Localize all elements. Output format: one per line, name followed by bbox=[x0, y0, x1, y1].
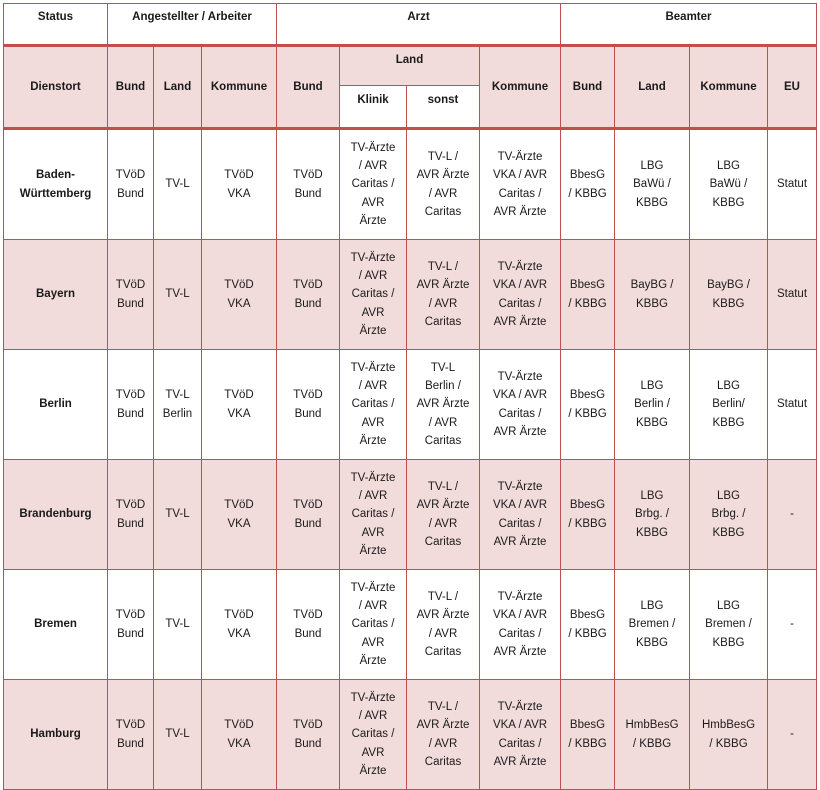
cell-ang-bund: TVöD Bund bbox=[107, 679, 154, 790]
dienstort-cell: Brandenburg bbox=[3, 459, 108, 570]
cell-beamter-bund: BbesG / KBBG bbox=[560, 349, 615, 460]
dienstort-cell: Baden- Württemberg bbox=[3, 127, 108, 240]
cell-arzt-sonst: TV-L / AVR Ärzte / AVR Caritas bbox=[406, 569, 480, 680]
header-status: Status bbox=[3, 3, 108, 47]
cell-ang-land: TV-L bbox=[153, 569, 202, 680]
tarif-table: Status Angestellter / Arbeiter Arzt Beam… bbox=[3, 3, 817, 790]
dienstort-cell: Berlin bbox=[3, 349, 108, 460]
cell-ang-kommune: TVöD VKA bbox=[201, 569, 277, 680]
header-beamter-land: Land bbox=[614, 45, 690, 129]
header-angestellter-kommune: Kommune bbox=[201, 45, 277, 129]
cell-beamter-bund: BbesG / KBBG bbox=[560, 239, 615, 350]
cell-beamter-kommune: LBG Berlin/KBBG bbox=[689, 349, 768, 460]
table-row: Bayern TVöD Bund TV-L TVöD VKA TVöD Bund TV-Ärzt… bbox=[3, 239, 817, 350]
cell-ang-land: TV-L Berlin bbox=[153, 349, 202, 460]
cell-arzt-bund: TVöD Bund bbox=[276, 349, 340, 460]
cell-eu: Statut bbox=[767, 349, 817, 460]
cell-ang-land: TV-L bbox=[153, 239, 202, 350]
header-dienstort: Dienstort bbox=[3, 45, 108, 129]
cell-arzt-sonst: TV-L / AVR Ärzte / AVR Caritas bbox=[406, 239, 480, 350]
cell-beamter-kommune: LBG Bremen / KBBG bbox=[689, 569, 768, 680]
cell-arzt-bund: TVöD Bund bbox=[276, 239, 340, 350]
header-arzt: Arzt bbox=[276, 3, 561, 47]
dienstort-cell: Hamburg bbox=[3, 679, 108, 790]
cell-beamter-land: HmbBesG / KBBG bbox=[614, 679, 690, 790]
cell-beamter-land: LBG Berlin / KBBG bbox=[614, 349, 690, 460]
cell-ang-bund: TVöD Bund bbox=[107, 569, 154, 680]
cell-ang-kommune: TVöD VKA bbox=[201, 239, 277, 350]
header-angestellter-land: Land bbox=[153, 45, 202, 129]
table-row: Baden- Württemberg TVöD Bund TV-L TVöD VKA TVöD… bbox=[3, 127, 817, 240]
cell-arzt-bund: TVöD Bund bbox=[276, 569, 340, 680]
cell-ang-bund: TVöD Bund bbox=[107, 127, 154, 240]
cell-eu: Statut bbox=[767, 239, 817, 350]
cell-beamter-kommune: BayBG / KBBG bbox=[689, 239, 768, 350]
cell-ang-bund: TVöD Bund bbox=[107, 239, 154, 350]
header-eu: EU bbox=[767, 45, 817, 129]
cell-ang-land: TV-L bbox=[153, 679, 202, 790]
cell-arzt-kommune: TV-Ärzte VKA / AVR Caritas / AVR Ärzte bbox=[479, 239, 561, 350]
cell-beamter-land: LBG Bremen / KBBG bbox=[614, 569, 690, 680]
cell-beamter-bund: BbesG / KBBG bbox=[560, 127, 615, 240]
cell-arzt-sonst: TV-L / AVR Ärzte / AVR Caritas bbox=[406, 127, 480, 240]
cell-beamter-kommune: LBG Brbg. / KBBG bbox=[689, 459, 768, 570]
cell-beamter-bund: BbesG / KBBG bbox=[560, 679, 615, 790]
cell-eu: - bbox=[767, 569, 817, 680]
cell-beamter-kommune: LBG BaWü / KBBG bbox=[689, 127, 768, 240]
header-beamter-kommune: Kommune bbox=[689, 45, 768, 129]
cell-arzt-klinik: TV-Ärzte / AVR Caritas / AVR Ärzte bbox=[339, 569, 407, 680]
cell-ang-land: TV-L bbox=[153, 459, 202, 570]
cell-arzt-sonst: TV-L / AVR Ärzte / AVR Caritas bbox=[406, 679, 480, 790]
cell-arzt-bund: TVöD Bund bbox=[276, 679, 340, 790]
cell-arzt-kommune: TV-Ärzte VKA / AVR Caritas / AVR Ärzte bbox=[479, 459, 561, 570]
cell-ang-kommune: TVöD VKA bbox=[201, 127, 277, 240]
cell-beamter-bund: BbesG / KBBG bbox=[560, 459, 615, 570]
cell-arzt-klinik: TV-Ärzte / AVR Caritas / AVR Ärzte bbox=[339, 349, 407, 460]
cell-ang-land: TV-L bbox=[153, 127, 202, 240]
cell-beamter-land: LBG BaWü / KBBG bbox=[614, 127, 690, 240]
cell-arzt-bund: TVöD Bund bbox=[276, 459, 340, 570]
cell-arzt-sonst: TV-L Berlin / AVR Ärzte / AVR Caritas bbox=[406, 349, 480, 460]
cell-eu: - bbox=[767, 679, 817, 790]
cell-ang-kommune: TVöD VKA bbox=[201, 459, 277, 570]
header-arzt-bund: Bund bbox=[276, 45, 340, 129]
header-beamter: Beamter bbox=[560, 3, 817, 47]
table-row: Berlin TVöD Bund TV-L Berlin TVöD VKA TVöD Bund T… bbox=[3, 349, 817, 460]
dienstort-cell: Bremen bbox=[3, 569, 108, 680]
header-sonst: sonst bbox=[406, 85, 480, 129]
header-angestellter: Angestellter / Arbeiter bbox=[107, 3, 277, 47]
cell-eu: Statut bbox=[767, 127, 817, 240]
header-angestellter-bund: Bund bbox=[107, 45, 154, 129]
cell-beamter-land: LBG Brbg. / KBBG bbox=[614, 459, 690, 570]
table-row: Hamburg TVöD Bund TV-L TVöD VKA TVöD Bund TV-Ärz… bbox=[3, 679, 817, 790]
cell-ang-kommune: TVöD VKA bbox=[201, 349, 277, 460]
table-row: Bremen TVöD Bund TV-L TVöD VKA TVöD Bund TV-Ärzt… bbox=[3, 569, 817, 680]
table-body: Baden- Württemberg TVöD Bund TV-L TVöD VKA TVöD… bbox=[3, 127, 817, 790]
cell-arzt-sonst: TV-L / AVR Ärzte / AVR Caritas bbox=[406, 459, 480, 570]
table-row: Brandenburg TVöD Bund TV-L TVöD VKA TVöD Bund TV… bbox=[3, 459, 817, 570]
cell-ang-bund: TVöD Bund bbox=[107, 459, 154, 570]
cell-ang-bund: TVöD Bund bbox=[107, 349, 154, 460]
cell-eu: - bbox=[767, 459, 817, 570]
cell-arzt-klinik: TV-Ärzte / AVR Caritas / AVR Ärzte bbox=[339, 459, 407, 570]
cell-arzt-klinik: TV-Ärzte / AVR Caritas / AVR Ärzte bbox=[339, 127, 407, 240]
cell-arzt-kommune: TV-Ärzte VKA / AVR Caritas / AVR Ärzte bbox=[479, 349, 561, 460]
cell-arzt-klinik: TV-Ärzte / AVR Caritas / AVR Ärzte bbox=[339, 679, 407, 790]
cell-arzt-klinik: TV-Ärzte / AVR Caritas / AVR Ärzte bbox=[339, 239, 407, 350]
header-beamter-bund: Bund bbox=[560, 45, 615, 129]
cell-ang-kommune: TVöD VKA bbox=[201, 679, 277, 790]
cell-arzt-bund: TVöD Bund bbox=[276, 127, 340, 240]
dienstort-cell: Bayern bbox=[3, 239, 108, 350]
cell-arzt-kommune: TV-Ärzte VKA / AVR Caritas / AVR Ärzte bbox=[479, 127, 561, 240]
header-klinik: Klinik bbox=[339, 85, 407, 129]
cell-beamter-bund: BbesG / KBBG bbox=[560, 569, 615, 680]
cell-arzt-kommune: TV-Ärzte VKA / AVR Caritas / AVR Ärzte bbox=[479, 679, 561, 790]
header-arzt-land: Land bbox=[339, 45, 480, 86]
cell-arzt-kommune: TV-Ärzte VKA / AVR Caritas / AVR Ärzte bbox=[479, 569, 561, 680]
header-arzt-kommune: Kommune bbox=[479, 45, 561, 129]
cell-beamter-land: BayBG / KBBG bbox=[614, 239, 690, 350]
cell-beamter-kommune: HmbBesG / KBBG bbox=[689, 679, 768, 790]
